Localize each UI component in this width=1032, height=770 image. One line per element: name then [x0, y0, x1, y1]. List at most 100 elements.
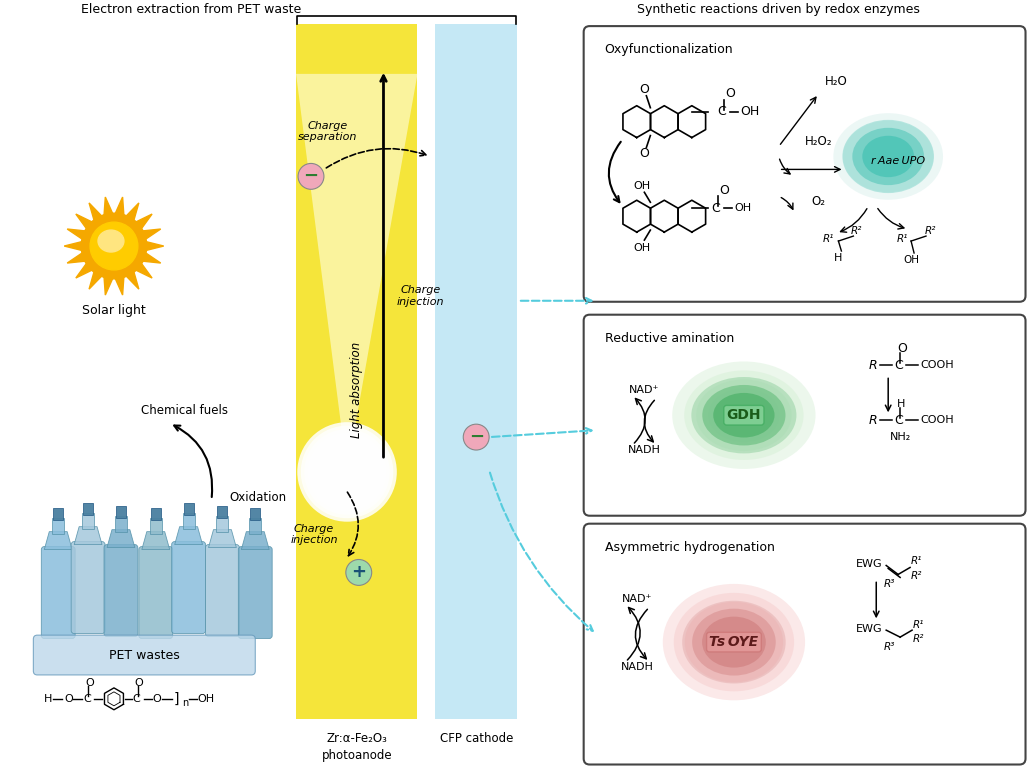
- Text: H: H: [44, 694, 53, 704]
- FancyBboxPatch shape: [584, 524, 1026, 765]
- Ellipse shape: [692, 608, 776, 675]
- Polygon shape: [241, 531, 269, 550]
- Ellipse shape: [691, 377, 797, 454]
- Polygon shape: [208, 530, 236, 547]
- Text: C: C: [133, 694, 140, 704]
- Polygon shape: [115, 275, 124, 295]
- Polygon shape: [143, 241, 164, 251]
- Text: C: C: [712, 202, 720, 215]
- Polygon shape: [89, 270, 103, 289]
- Text: GDH: GDH: [727, 408, 762, 422]
- Bar: [116, 506, 126, 517]
- Polygon shape: [104, 197, 114, 217]
- Text: COOH: COOH: [921, 415, 954, 425]
- Bar: [84, 503, 93, 514]
- Text: C: C: [84, 694, 91, 704]
- Ellipse shape: [863, 136, 914, 177]
- Text: NAD⁺: NAD⁺: [630, 385, 659, 395]
- Polygon shape: [133, 261, 152, 278]
- Circle shape: [312, 436, 383, 507]
- Circle shape: [325, 450, 369, 494]
- Circle shape: [304, 429, 390, 514]
- Text: Charge
separation: Charge separation: [298, 121, 358, 142]
- Polygon shape: [125, 203, 139, 223]
- Text: PET wastes: PET wastes: [109, 648, 181, 661]
- Text: Asymmetric hydrogenation: Asymmetric hydrogenation: [605, 541, 774, 554]
- Text: O: O: [897, 342, 907, 355]
- Circle shape: [322, 447, 373, 497]
- Text: Oxidation: Oxidation: [229, 491, 287, 504]
- Bar: [54, 507, 63, 520]
- Ellipse shape: [708, 388, 780, 442]
- Polygon shape: [125, 270, 139, 289]
- Ellipse shape: [682, 601, 785, 684]
- Text: Solar light: Solar light: [83, 303, 146, 316]
- Circle shape: [315, 440, 380, 504]
- Circle shape: [300, 426, 393, 518]
- Text: Zr:α-Fe₂O₃
photoanode: Zr:α-Fe₂O₃ photoanode: [321, 732, 392, 762]
- Polygon shape: [140, 252, 161, 263]
- Text: H: H: [897, 400, 905, 410]
- Ellipse shape: [842, 120, 934, 193]
- Polygon shape: [67, 252, 88, 263]
- Text: R¹: R¹: [823, 234, 834, 244]
- Ellipse shape: [852, 128, 924, 185]
- Circle shape: [463, 424, 489, 450]
- Text: −: −: [303, 167, 319, 186]
- Text: NADH: NADH: [621, 662, 654, 672]
- Circle shape: [328, 454, 365, 490]
- Bar: [184, 503, 194, 514]
- Ellipse shape: [663, 584, 805, 701]
- FancyBboxPatch shape: [238, 547, 272, 638]
- Circle shape: [297, 422, 397, 522]
- Text: Ts OYE: Ts OYE: [709, 635, 759, 649]
- Text: R²: R²: [911, 571, 923, 581]
- Text: O: O: [85, 678, 94, 688]
- Text: EWG: EWG: [857, 624, 883, 634]
- FancyBboxPatch shape: [584, 315, 1026, 516]
- Polygon shape: [44, 531, 72, 550]
- Text: O: O: [640, 147, 649, 160]
- Text: Electron extraction from PET waste: Electron extraction from PET waste: [82, 3, 301, 16]
- Text: Reductive amination: Reductive amination: [605, 332, 734, 345]
- Text: NAD⁺: NAD⁺: [622, 594, 652, 604]
- Text: O: O: [64, 694, 73, 704]
- Polygon shape: [107, 530, 135, 547]
- Text: O: O: [135, 678, 143, 688]
- Ellipse shape: [684, 370, 804, 460]
- Text: Light absorption: Light absorption: [350, 342, 363, 438]
- Text: OH: OH: [197, 694, 215, 704]
- Text: OH: OH: [903, 255, 920, 265]
- Text: R: R: [868, 359, 877, 372]
- Text: Charge
injection: Charge injection: [290, 524, 337, 545]
- Circle shape: [90, 223, 138, 270]
- FancyBboxPatch shape: [71, 541, 105, 634]
- Text: O₂: O₂: [811, 195, 826, 208]
- Ellipse shape: [713, 393, 775, 437]
- Text: O: O: [725, 87, 735, 100]
- Polygon shape: [75, 261, 94, 278]
- Text: −: −: [469, 428, 484, 446]
- Bar: [250, 517, 261, 534]
- Ellipse shape: [852, 128, 924, 185]
- Bar: [53, 517, 64, 534]
- Text: Charge
injection: Charge injection: [396, 285, 444, 306]
- Polygon shape: [64, 241, 84, 251]
- Ellipse shape: [703, 385, 785, 446]
- Ellipse shape: [834, 113, 943, 199]
- Polygon shape: [89, 203, 103, 223]
- Text: C: C: [894, 359, 903, 372]
- Text: R³: R³: [884, 642, 896, 652]
- Polygon shape: [296, 74, 418, 472]
- Bar: [251, 507, 260, 520]
- Text: OH: OH: [634, 181, 651, 191]
- Polygon shape: [74, 527, 102, 544]
- Text: R²: R²: [850, 226, 862, 236]
- Bar: [217, 516, 228, 531]
- Ellipse shape: [697, 380, 792, 451]
- Ellipse shape: [843, 121, 934, 192]
- Polygon shape: [67, 229, 88, 240]
- Ellipse shape: [684, 602, 783, 682]
- Circle shape: [332, 457, 362, 487]
- Polygon shape: [104, 275, 114, 295]
